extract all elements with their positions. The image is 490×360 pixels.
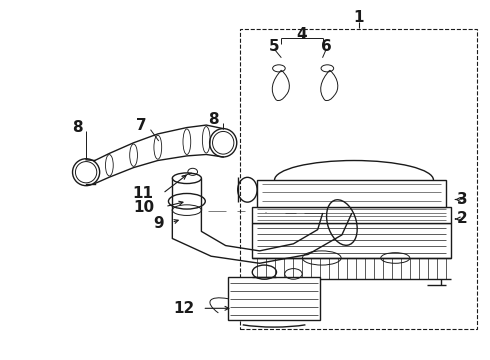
Text: 9: 9 <box>153 216 164 231</box>
Bar <box>252 207 451 222</box>
Text: 8: 8 <box>208 112 219 126</box>
Text: 2: 2 <box>457 211 467 226</box>
Bar <box>252 222 451 258</box>
Text: 6: 6 <box>321 39 332 54</box>
Text: 5: 5 <box>269 39 279 54</box>
Text: 4: 4 <box>296 27 307 42</box>
Bar <box>228 278 320 320</box>
Text: 10: 10 <box>133 200 154 215</box>
Text: 8: 8 <box>73 120 83 135</box>
Text: 11: 11 <box>132 186 153 201</box>
Text: 3: 3 <box>457 192 467 207</box>
Text: 7: 7 <box>136 118 146 132</box>
Bar <box>240 30 477 329</box>
Text: 1: 1 <box>354 10 364 25</box>
Bar <box>257 180 446 207</box>
Text: 12: 12 <box>173 301 194 316</box>
